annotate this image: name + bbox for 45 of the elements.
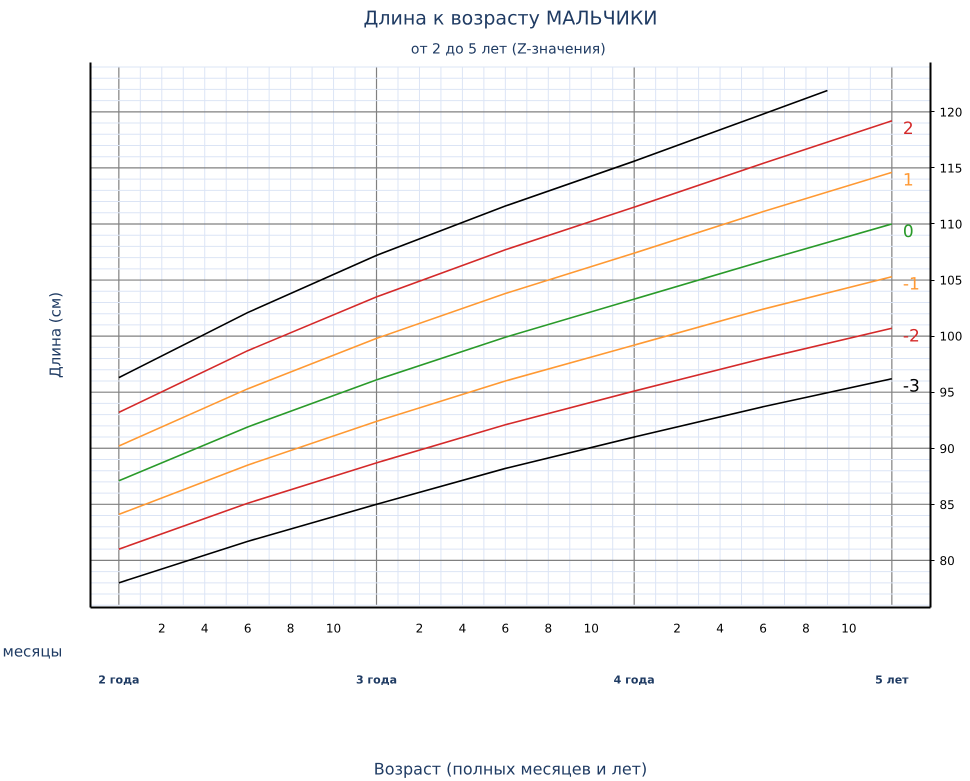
x-axis-title: Возраст (полных месяцев и лет) <box>374 760 648 778</box>
line-series <box>118 172 893 447</box>
text: 8 <box>286 622 294 636</box>
chart-subtitle: от 2 до 5 лет (Z-значения) <box>410 42 606 58</box>
y-tick-label: 85 <box>940 498 955 512</box>
y-tick-label: 105 <box>940 274 962 288</box>
text: 4 <box>716 622 724 636</box>
chart-title: Длина к возрасту МАЛЬЧИКИ <box>363 8 658 30</box>
text: 6 <box>244 622 252 636</box>
series-label: 0 <box>902 222 914 242</box>
series-label: 1 <box>902 170 914 190</box>
series-label: -1 <box>902 274 920 295</box>
text: 8 <box>544 622 552 636</box>
line-series <box>118 378 893 584</box>
text: 2 <box>158 622 166 636</box>
text: месяцы <box>2 642 62 660</box>
series-label: 2 <box>902 118 914 139</box>
y-tick-label: 95 <box>940 386 955 400</box>
x-tick-label: 3 года <box>356 674 398 686</box>
y-tick-label: 120 <box>940 105 962 120</box>
text: 10 <box>584 622 599 636</box>
line-series <box>118 90 828 378</box>
series-label: -3 <box>902 376 920 397</box>
text: 4 <box>200 622 209 636</box>
text: 2 <box>673 622 681 636</box>
x-tick-label: 4 года <box>614 674 655 686</box>
line-series <box>118 120 893 414</box>
y-tick-label: 100 <box>940 330 962 344</box>
text: 6 <box>502 622 510 636</box>
text: 10 <box>326 622 342 636</box>
y-tick-label: 90 <box>940 442 955 456</box>
text: 10 <box>841 622 857 636</box>
line-series <box>118 223 893 482</box>
x-tick-label: 2 года <box>98 674 140 686</box>
y-tick-label: 80 <box>940 554 955 568</box>
text: 6 <box>759 622 767 636</box>
y-tick-label: 115 <box>940 161 962 176</box>
y-axis-title: Длина (см) <box>46 292 64 378</box>
x-tick-label: 5 лет <box>875 674 910 686</box>
y-tick-label: 110 <box>940 217 962 232</box>
line-series <box>118 276 893 516</box>
text: 4 <box>458 622 466 636</box>
line-series <box>118 327 893 550</box>
text: 8 <box>802 622 810 636</box>
text: 2 <box>416 622 424 636</box>
